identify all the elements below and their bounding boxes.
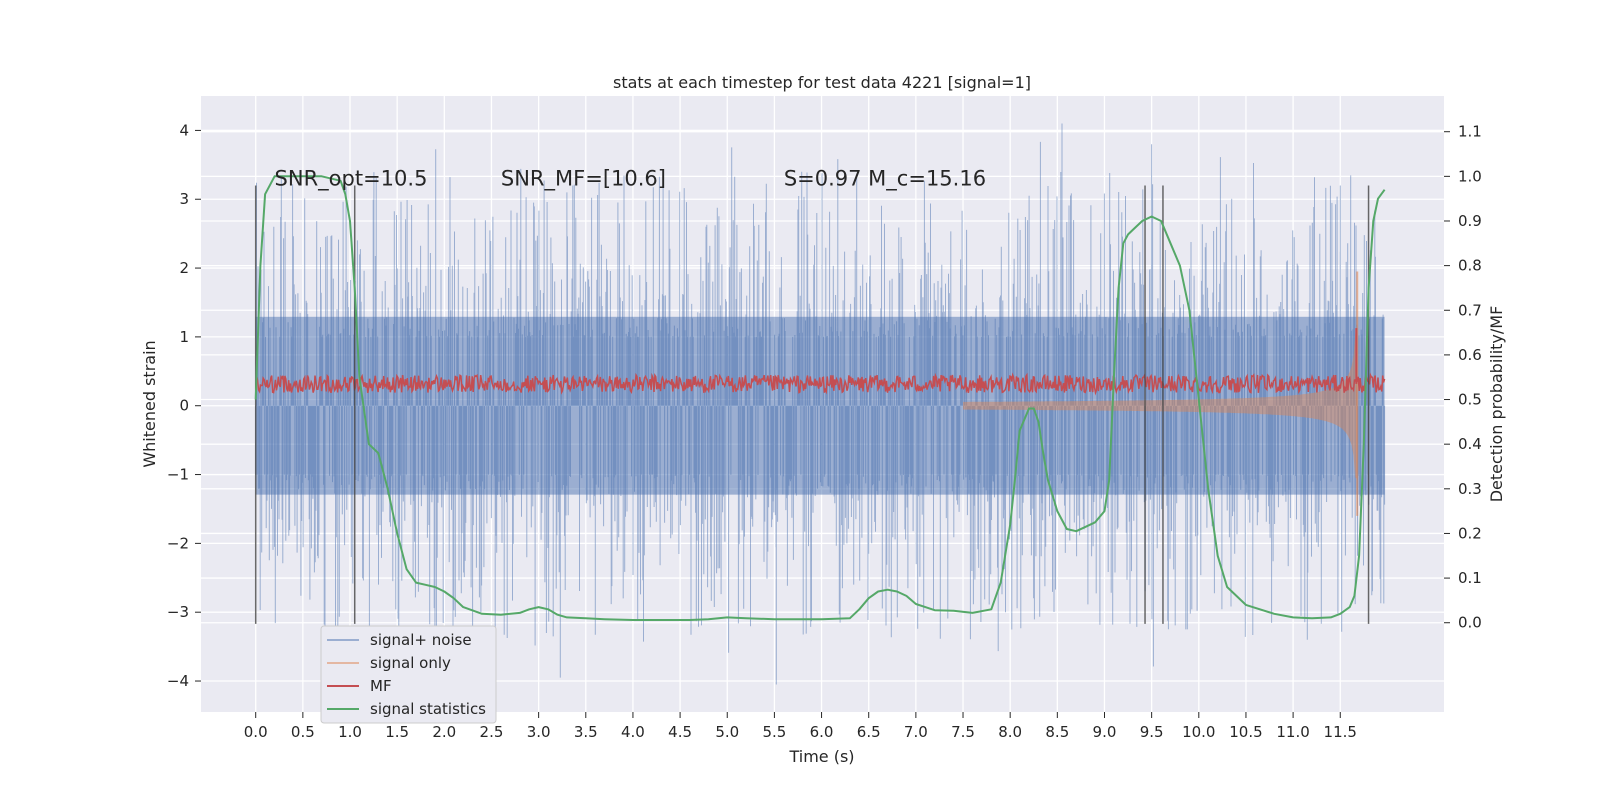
x-tick-label: 4.5 [668,723,692,741]
x-tick-label: 9.5 [1140,723,1164,741]
x-tick-label: 0.5 [291,723,315,741]
y-tick-label-left: −3 [167,603,189,621]
x-tick-label: 1.0 [338,723,362,741]
chart-title: stats at each timestep for test data 422… [613,73,1031,92]
y-tick-label-left: 0 [179,397,189,415]
x-tick-label: 5.5 [762,723,786,741]
y-axis-label-right: Detection probability/MF [1487,306,1506,503]
legend-label-noise: signal+ noise [370,631,472,649]
y-tick-label-left: −2 [167,534,189,552]
x-tick-label: 5.0 [715,723,739,741]
x-tick-label: 3.0 [527,723,551,741]
y-tick-label-left: 3 [179,190,189,208]
annotation-text: S=0.97 M_c=15.16 [784,166,986,191]
x-tick-label: 8.0 [998,723,1022,741]
x-tick-label: 2.5 [480,723,504,741]
y-tick-label-right: 0.5 [1458,391,1482,409]
y-tick-label-right: 0.7 [1458,301,1482,319]
x-tick-label: 10.0 [1182,723,1215,741]
y-tick-label-right: 0.2 [1458,524,1482,542]
y-tick-label-left: 2 [179,259,189,277]
y-tick-label-left: −4 [167,672,189,690]
legend-box [320,625,497,724]
x-tick-label: 9.0 [1093,723,1117,741]
x-tick-label: 1.5 [385,723,409,741]
y-tick-label-right: 0.3 [1458,480,1482,498]
y-tick-label-right: 1.0 [1458,167,1482,185]
x-tick-label: 6.0 [810,723,834,741]
y-tick-label-right: 0.8 [1458,257,1482,275]
y-tick-label-right: 0.0 [1458,614,1482,632]
legend: signal+ noise signal only MF signal stat… [320,625,497,724]
signal-statistics-series [254,175,1386,621]
y-tick-label-right: 1.1 [1458,123,1482,141]
x-tick-label: 0.0 [244,723,268,741]
y-tick-label-right: 0.4 [1458,435,1482,453]
legend-label-stats: signal statistics [370,700,486,718]
y-tick-label-left: 1 [179,328,189,346]
y-tick-label-right: 0.6 [1458,346,1482,364]
legend-label-signal: signal only [370,654,451,672]
annotation-text: SNR_opt=10.5 [275,166,428,191]
y-axis-label-left: Whitened strain [140,340,159,467]
y-tick-label-left: −1 [167,466,189,484]
x-tick-label: 3.5 [574,723,598,741]
annotation-text: SNR_MF=[10.6] [501,166,666,191]
x-tick-label: 4.0 [621,723,645,741]
legend-label-mf: MF [370,677,392,695]
x-tick-label: 11.5 [1324,723,1357,741]
x-tick-label: 2.0 [432,723,456,741]
x-tick-label: 11.0 [1276,723,1309,741]
y-tick-label-left: 4 [179,121,189,139]
y-tick-label-right: 0.1 [1458,569,1482,587]
x-tick-label: 10.5 [1229,723,1262,741]
x-tick-label: 7.0 [904,723,928,741]
y-tick-label-right: 0.9 [1458,212,1482,230]
x-tick-label: 8.5 [1045,723,1069,741]
x-tick-label: 6.5 [857,723,881,741]
x-axis-label: Time (s) [788,747,854,766]
signal-only-series [963,333,1358,479]
x-tick-label: 7.5 [951,723,975,741]
